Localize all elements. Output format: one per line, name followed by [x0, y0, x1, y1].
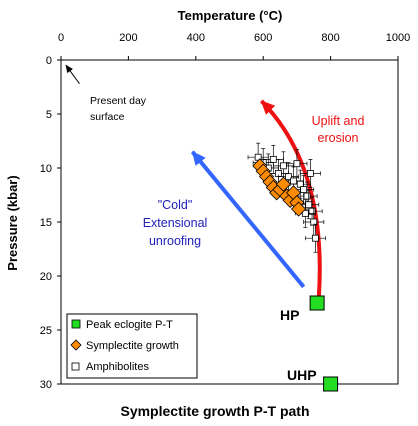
- amphibolite-point: [293, 160, 301, 168]
- uhp-label: UHP: [287, 367, 317, 383]
- legend: Peak eclogite P-T Symplectite growth Amp…: [66, 313, 198, 379]
- present-day-label-line2: surface: [90, 111, 125, 123]
- amphibolite-point: [300, 186, 308, 194]
- amphibolite-point: [310, 218, 318, 226]
- amphibolite-point: [301, 209, 309, 217]
- y-tick-label: 30: [40, 379, 52, 391]
- legend-symplectite-marker: [70, 339, 82, 351]
- amphibolite-point: [305, 201, 313, 209]
- x-tick-label: 200: [119, 32, 137, 44]
- annotations: Present day surface Uplift and erosion "…: [90, 95, 364, 383]
- legend-peak-eclogite-label: Peak eclogite P-T: [86, 319, 173, 331]
- x-axis-title: Temperature (°C): [178, 8, 283, 23]
- present-day-label-line1: Present day: [90, 95, 147, 107]
- peak-eclogite-point: [323, 376, 339, 392]
- x-tick-label: 1000: [386, 32, 410, 44]
- plot-marks: [65, 64, 339, 392]
- y-tick-label: 5: [46, 109, 52, 121]
- cold-label-line1: "Cold": [158, 198, 193, 212]
- amphibolite-point: [285, 173, 292, 181]
- chart-title: Symplectite growth P-T path: [120, 403, 309, 419]
- uplift-path-arrow: [260, 99, 322, 298]
- cold-path-arrow: [190, 150, 306, 289]
- amphibolite-point: [290, 177, 297, 185]
- amphibolite-point: [303, 192, 311, 200]
- y-tick-label: 0: [46, 55, 52, 67]
- amphibolite-point: [306, 169, 314, 177]
- uplift-label-line2: erosion: [318, 131, 359, 145]
- axis-ticks: 0 200 400 600 800 1000 0 5 10 15 20 25 30: [40, 32, 410, 391]
- x-tick-label: 600: [254, 32, 272, 44]
- y-tick-label: 25: [40, 325, 52, 337]
- plot-frame: [60, 59, 399, 385]
- cold-label-line3: unroofing: [149, 234, 201, 248]
- hp-label: HP: [280, 307, 299, 323]
- peak-eclogite-point: [309, 295, 325, 311]
- legend-amphibolite-label: Amphibolites: [86, 361, 149, 373]
- x-tick-label: 800: [321, 32, 339, 44]
- legend-amphibolite-marker: [71, 362, 80, 371]
- present-day-arrow: [65, 64, 80, 85]
- amphibolite-point: [280, 162, 287, 170]
- cold-label-line2: Extensional: [143, 216, 208, 230]
- uplift-label-line1: Uplift and: [312, 114, 365, 128]
- y-axis-title: Pressure (kbar): [5, 175, 20, 270]
- legend-peak-eclogite-marker: [71, 319, 81, 329]
- amphibolite-point: [269, 155, 277, 163]
- symplectite-point: [275, 176, 291, 192]
- legend-symplectite-label: Symplectite growth: [86, 340, 179, 352]
- y-tick-label: 20: [40, 271, 52, 283]
- y-tick-label: 10: [40, 163, 52, 175]
- symplectite-point: [291, 201, 307, 217]
- amphibolite-point: [312, 234, 319, 242]
- y-tick-label: 15: [40, 217, 52, 229]
- x-tick-label: 400: [187, 32, 205, 44]
- legend-box: [66, 313, 198, 379]
- x-tick-label: 0: [58, 32, 64, 44]
